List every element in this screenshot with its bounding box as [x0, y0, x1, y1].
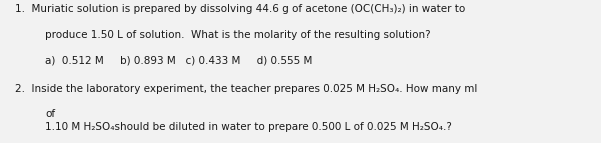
Text: 1.  Muriatic solution is prepared by dissolving 44.6 g of acetone (OC(CH₃)₂) in : 1. Muriatic solution is prepared by diss…	[15, 4, 465, 14]
Text: produce 1.50 L of solution.  What is the molarity of the resulting solution?: produce 1.50 L of solution. What is the …	[45, 30, 431, 40]
Text: a)  0.512 M     b) 0.893 M   c) 0.433 M     d) 0.555 M: a) 0.512 M b) 0.893 M c) 0.433 M d) 0.55…	[45, 55, 313, 65]
Text: 1.10 M H₂SO₄should be diluted in water to prepare 0.500 L of 0.025 M H₂SO₄.?: 1.10 M H₂SO₄should be diluted in water t…	[45, 122, 452, 132]
Text: of: of	[45, 109, 55, 119]
Text: 2.  Inside the laboratory experiment, the teacher prepares 0.025 M H₂SO₄. How ma: 2. Inside the laboratory experiment, the…	[15, 84, 477, 94]
